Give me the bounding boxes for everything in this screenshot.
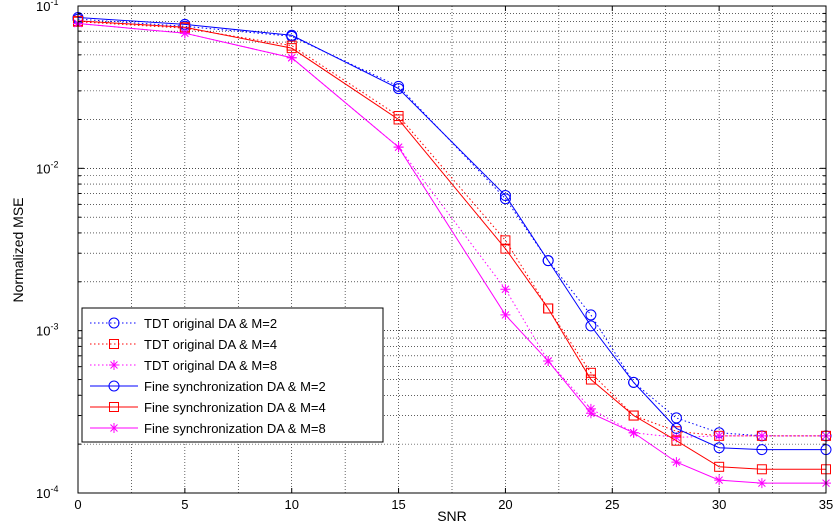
data-point — [628, 410, 639, 421]
x-tick-label: 10 — [284, 497, 298, 512]
data-point — [756, 464, 767, 475]
data-point — [393, 142, 404, 153]
data-point — [585, 408, 596, 419]
data-point — [179, 28, 190, 39]
data-point — [714, 475, 725, 486]
legend-label: TDT original DA & M=2 — [144, 316, 277, 331]
data-point — [286, 52, 297, 63]
legend-box — [81, 307, 384, 443]
data-point — [670, 422, 682, 434]
y-axis-label: Normalized MSE — [10, 197, 26, 302]
y-tick-label: 10-3 — [36, 322, 58, 339]
data-point — [756, 444, 768, 456]
x-tick-label: 15 — [391, 497, 405, 512]
y-tick-label: 10-2 — [36, 159, 58, 176]
data-point — [543, 356, 554, 367]
data-point — [671, 457, 682, 468]
data-point — [628, 427, 639, 438]
y-tick-label: 10-1 — [36, 0, 58, 14]
data-point — [713, 442, 725, 454]
data-point — [286, 29, 298, 41]
series-line — [77, 23, 826, 484]
data-point — [500, 243, 511, 254]
legend-marker — [108, 380, 120, 392]
legend-marker — [109, 360, 119, 370]
legend-marker — [109, 339, 119, 349]
data-point — [393, 114, 404, 125]
legend-marker — [109, 402, 119, 412]
data-point — [714, 430, 725, 441]
x-tick-label: 35 — [819, 497, 833, 512]
series-line — [77, 18, 826, 437]
series-line — [77, 21, 826, 437]
legend-label: Fine synchronization DA & M=2 — [144, 379, 326, 394]
series-layer — [72, 11, 832, 489]
data-point — [756, 430, 767, 441]
data-point — [500, 284, 511, 295]
data-point — [286, 43, 297, 54]
data-point — [499, 190, 511, 202]
data-point — [500, 235, 511, 246]
legend-marker — [109, 423, 119, 433]
data-point — [500, 309, 511, 320]
x-tick-label: 0 — [74, 497, 81, 512]
data-point — [585, 374, 596, 385]
data-point — [585, 309, 597, 321]
legend-marker — [108, 317, 120, 329]
data-point — [714, 461, 725, 472]
data-point — [671, 435, 682, 446]
data-point — [393, 83, 405, 95]
x-tick-label: 30 — [712, 497, 726, 512]
data-point — [585, 320, 597, 332]
legend-label: TDT original DA & M=8 — [144, 358, 277, 373]
data-point — [542, 255, 554, 267]
plot-frame — [77, 5, 827, 494]
grid — [78, 6, 826, 493]
x-tick-label: 20 — [498, 497, 512, 512]
data-point — [671, 432, 682, 443]
legend-label: TDT original DA & M=4 — [144, 337, 277, 352]
legend-label: Fine synchronization DA & M=8 — [144, 421, 326, 436]
data-point — [756, 478, 767, 489]
x-axis-label: SNR — [437, 508, 467, 524]
legend: TDT original DA & M=2 TDT original DA & M… — [81, 307, 384, 443]
data-point — [499, 193, 511, 205]
legend-label: Fine synchronization DA & M=4 — [144, 400, 326, 415]
series-line — [77, 20, 826, 470]
x-tick-label: 25 — [605, 497, 619, 512]
data-point — [628, 376, 640, 388]
series-line — [77, 16, 826, 451]
x-tick-label: 5 — [181, 497, 188, 512]
data-point — [543, 303, 554, 314]
ticks: 0 5 10 15 20 25 30 35 10-1 10-2 10-3 10-4 — [36, 0, 833, 512]
y-tick-label: 10-4 — [36, 484, 58, 501]
